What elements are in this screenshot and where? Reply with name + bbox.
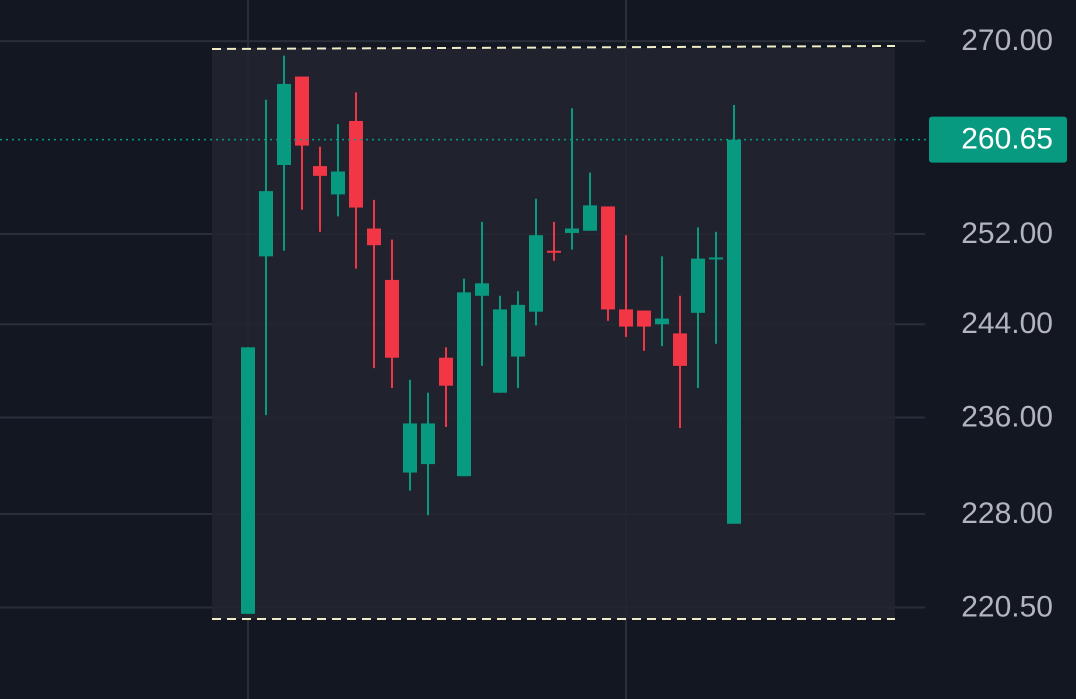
selection-range — [212, 48, 895, 619]
candle-body — [403, 423, 417, 473]
y-tick-label: 220.50 — [961, 590, 1053, 623]
candle-body — [655, 318, 669, 325]
candle-body — [727, 139, 741, 524]
candle-body — [565, 228, 579, 233]
y-tick-label: 236.00 — [961, 400, 1053, 433]
candle-body — [439, 357, 453, 386]
candle-body — [313, 166, 327, 176]
candle-body — [547, 250, 561, 253]
candle-body — [673, 333, 687, 366]
candle-body — [709, 257, 723, 260]
candle-body — [601, 206, 615, 310]
candle-body — [349, 120, 363, 208]
y-tick-label: 252.00 — [961, 217, 1053, 250]
y-tick-label: 270.00 — [961, 24, 1053, 57]
candle-body — [619, 309, 633, 327]
candle-body — [637, 310, 651, 327]
candle-body — [241, 347, 255, 614]
selection-top — [211, 45, 896, 50]
candle-body — [367, 228, 381, 246]
candle-body — [295, 76, 309, 146]
plot — [241, 55, 741, 614]
candle-body — [529, 235, 543, 312]
candle-body — [511, 304, 525, 357]
candle-body — [457, 292, 471, 477]
last-price-label: 260.65 — [961, 123, 1053, 156]
y-tick-label: 244.00 — [961, 307, 1053, 340]
candle-body — [475, 283, 489, 296]
candle-body — [277, 83, 291, 166]
candle-body — [493, 309, 507, 393]
candle-body — [259, 191, 273, 257]
candle-body — [583, 205, 597, 231]
candle-body — [385, 279, 399, 358]
last-price-box — [929, 116, 1067, 163]
candle-body — [421, 423, 435, 465]
candle-body — [691, 258, 705, 313]
candle-body — [331, 171, 345, 195]
y-tick-label: 228.00 — [961, 497, 1053, 530]
